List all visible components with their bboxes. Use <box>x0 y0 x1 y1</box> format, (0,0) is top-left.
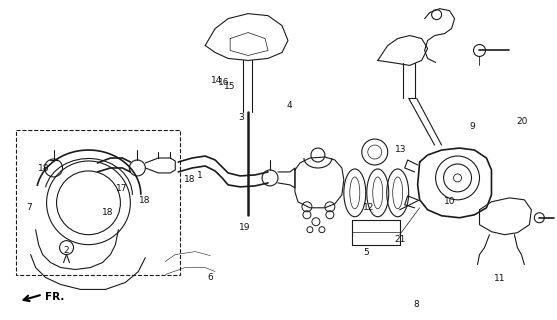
Text: 20: 20 <box>516 116 527 126</box>
Text: 18: 18 <box>184 175 196 184</box>
Text: 12: 12 <box>363 203 374 212</box>
Text: 18: 18 <box>101 208 113 217</box>
Text: 10: 10 <box>444 197 456 206</box>
Text: 7: 7 <box>27 203 32 212</box>
Text: 9: 9 <box>469 122 475 131</box>
Text: 21: 21 <box>394 235 405 244</box>
Text: 18: 18 <box>139 196 151 205</box>
Text: 2: 2 <box>63 246 69 255</box>
Text: 19: 19 <box>240 223 251 232</box>
Text: 13: 13 <box>395 145 407 154</box>
Text: 17: 17 <box>116 184 128 193</box>
Text: 4: 4 <box>287 101 292 110</box>
Text: 11: 11 <box>494 274 505 283</box>
Bar <box>16 130 180 275</box>
Text: 3: 3 <box>238 114 243 123</box>
Text: 14: 14 <box>211 76 222 85</box>
Text: 8: 8 <box>413 300 419 309</box>
Text: 16: 16 <box>218 78 230 87</box>
Text: FR.: FR. <box>45 292 64 302</box>
Text: 6: 6 <box>208 273 213 282</box>
Text: 18: 18 <box>38 164 50 173</box>
Text: 15: 15 <box>224 82 236 91</box>
Text: 5: 5 <box>363 248 369 257</box>
Text: 1: 1 <box>197 171 203 180</box>
